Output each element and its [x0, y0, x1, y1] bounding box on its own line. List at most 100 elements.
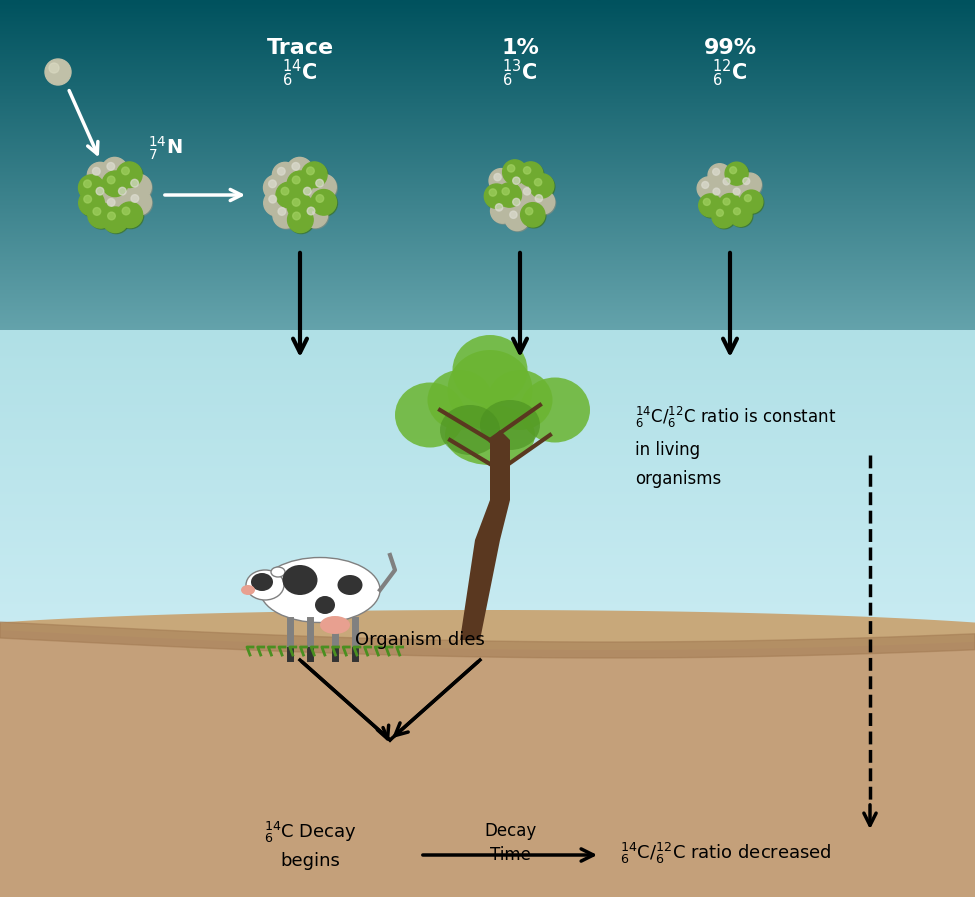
Circle shape [524, 167, 530, 174]
Circle shape [531, 191, 556, 215]
Circle shape [509, 173, 533, 197]
Circle shape [529, 174, 554, 198]
Circle shape [103, 195, 129, 220]
Circle shape [530, 190, 555, 214]
Circle shape [122, 167, 130, 175]
Circle shape [117, 202, 142, 228]
Circle shape [288, 207, 313, 232]
Circle shape [486, 185, 510, 209]
Ellipse shape [315, 596, 335, 614]
Circle shape [289, 172, 314, 197]
Circle shape [273, 163, 299, 189]
Ellipse shape [520, 378, 590, 442]
Circle shape [535, 195, 542, 202]
Circle shape [79, 190, 104, 216]
Circle shape [498, 184, 523, 208]
Circle shape [101, 157, 128, 183]
Text: $^{14}_{6}$C/$^{12}_{6}$C ratio decreased: $^{14}_{6}$C/$^{12}_{6}$C ratio decrease… [620, 840, 832, 866]
Circle shape [79, 175, 104, 200]
Circle shape [263, 190, 290, 216]
Circle shape [719, 173, 742, 196]
Circle shape [504, 161, 527, 185]
Circle shape [729, 167, 736, 174]
Circle shape [264, 176, 291, 202]
Circle shape [509, 195, 533, 219]
Circle shape [107, 162, 115, 170]
Circle shape [740, 190, 762, 213]
Ellipse shape [427, 370, 492, 430]
Circle shape [316, 195, 324, 203]
Circle shape [723, 198, 730, 205]
Circle shape [288, 194, 313, 219]
Circle shape [292, 212, 300, 220]
Circle shape [287, 157, 312, 183]
Circle shape [510, 211, 517, 218]
Circle shape [739, 174, 762, 197]
Circle shape [702, 181, 709, 188]
Circle shape [726, 163, 749, 187]
Circle shape [113, 182, 139, 208]
Text: 99%: 99% [703, 38, 757, 58]
Circle shape [713, 205, 736, 229]
Circle shape [127, 190, 152, 216]
Ellipse shape [283, 565, 318, 595]
Circle shape [84, 196, 92, 203]
Circle shape [272, 162, 298, 188]
Text: $^{14}_{6}$C Decay
begins: $^{14}_{6}$C Decay begins [263, 820, 357, 870]
Ellipse shape [445, 405, 535, 465]
Ellipse shape [251, 573, 273, 591]
Circle shape [288, 171, 313, 196]
Circle shape [89, 204, 114, 229]
Circle shape [118, 203, 143, 229]
Circle shape [278, 168, 285, 175]
Circle shape [513, 198, 520, 205]
Circle shape [276, 182, 301, 208]
Text: $^{14}_{7}$N: $^{14}_{7}$N [148, 135, 182, 161]
Circle shape [485, 184, 509, 208]
Circle shape [503, 160, 526, 184]
Circle shape [490, 170, 515, 194]
Circle shape [93, 207, 100, 215]
Circle shape [97, 187, 103, 195]
Circle shape [521, 203, 545, 227]
Circle shape [723, 178, 730, 185]
Circle shape [302, 202, 328, 228]
Circle shape [303, 187, 311, 195]
Circle shape [107, 176, 115, 184]
Circle shape [263, 175, 290, 200]
Circle shape [107, 212, 115, 220]
Circle shape [513, 177, 520, 185]
Ellipse shape [480, 400, 540, 450]
Circle shape [520, 184, 544, 208]
Circle shape [312, 190, 337, 216]
Circle shape [508, 194, 532, 218]
Polygon shape [0, 630, 975, 897]
Circle shape [288, 159, 313, 184]
Circle shape [116, 162, 142, 187]
Circle shape [709, 184, 731, 206]
Circle shape [127, 175, 152, 201]
Circle shape [93, 168, 100, 175]
Circle shape [269, 180, 276, 187]
Circle shape [278, 207, 286, 215]
Circle shape [729, 204, 752, 226]
Circle shape [126, 174, 151, 200]
Circle shape [122, 207, 130, 215]
Ellipse shape [320, 616, 350, 634]
Circle shape [114, 183, 140, 209]
Circle shape [277, 183, 302, 209]
Ellipse shape [337, 575, 363, 595]
Circle shape [506, 207, 530, 231]
Circle shape [719, 194, 742, 216]
Circle shape [92, 183, 118, 209]
Circle shape [743, 178, 750, 185]
Circle shape [302, 163, 329, 188]
Ellipse shape [440, 405, 500, 455]
Circle shape [273, 203, 298, 228]
Circle shape [307, 207, 315, 215]
Circle shape [49, 63, 59, 73]
Circle shape [316, 179, 324, 187]
Circle shape [497, 183, 522, 207]
Circle shape [118, 163, 143, 188]
Circle shape [84, 180, 92, 187]
